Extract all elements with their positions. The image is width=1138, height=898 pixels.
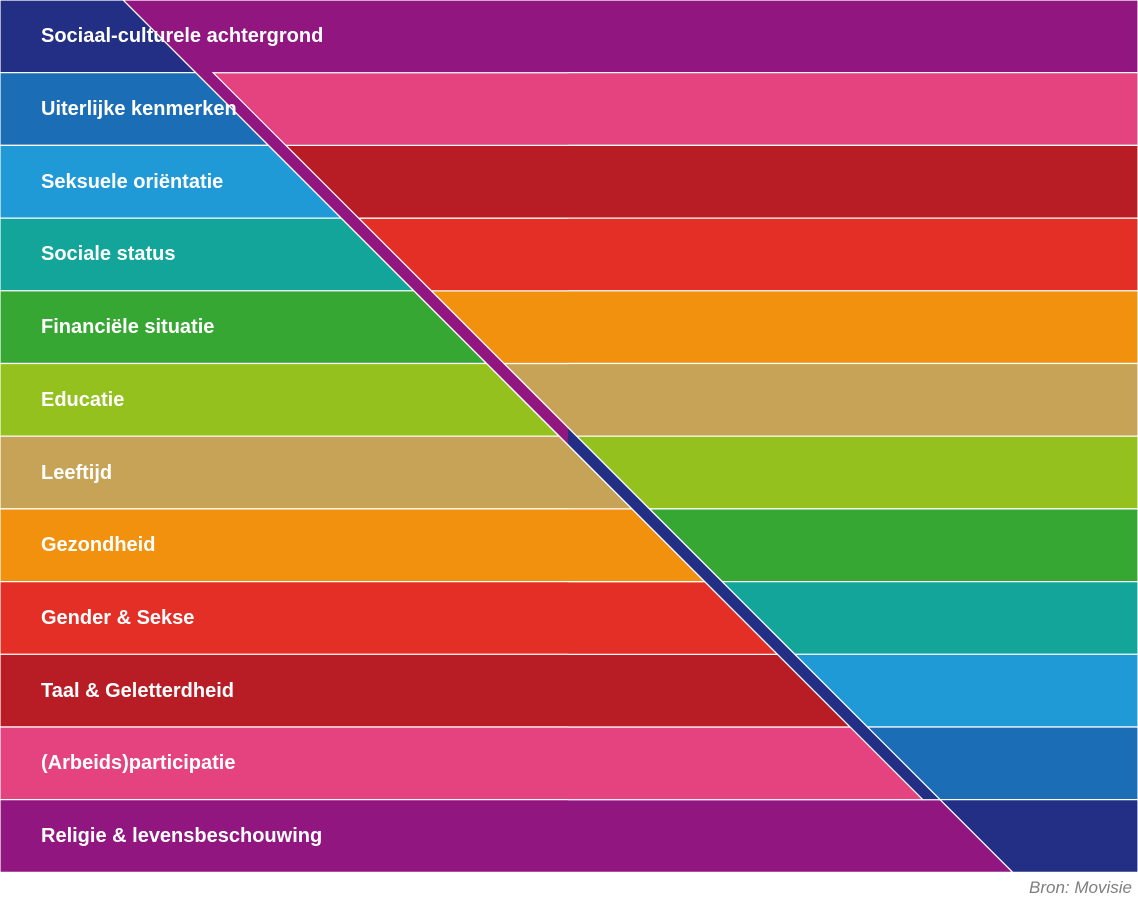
band-label-4: Sociale status — [41, 243, 176, 266]
band-label-7: Leeftijd — [41, 461, 113, 484]
left-half — [0, 0, 568, 873]
band-6-right — [568, 435, 1138, 510]
band-label-9: Gender & Sekse — [41, 606, 195, 629]
band-label-8: Gezondheid — [41, 534, 156, 557]
band-3-right — [568, 426, 1138, 728]
source-credit: Bron: Movisie — [1029, 878, 1132, 897]
right-half — [568, 0, 1138, 873]
band-label-11: (Arbeids)participatie — [41, 752, 236, 775]
band-label-1: Sociaal-culturele achtergrond — [41, 25, 324, 48]
band-label-6: Educatie — [41, 388, 125, 411]
band-12-left — [0, 0, 568, 873]
band-1-right — [568, 426, 1138, 873]
band-label-10: Taal & Geletterdheid — [41, 679, 235, 702]
band-5-right — [568, 426, 1138, 583]
band-label-12: Religie & levensbeschouwing — [41, 825, 323, 848]
band-4-right — [568, 426, 1138, 655]
band-label-3: Seksuele oriëntatie — [41, 170, 224, 193]
band-label-2: Uiterlijke kenmerken — [41, 98, 237, 121]
band-label-5: Financiële situatie — [41, 316, 215, 339]
